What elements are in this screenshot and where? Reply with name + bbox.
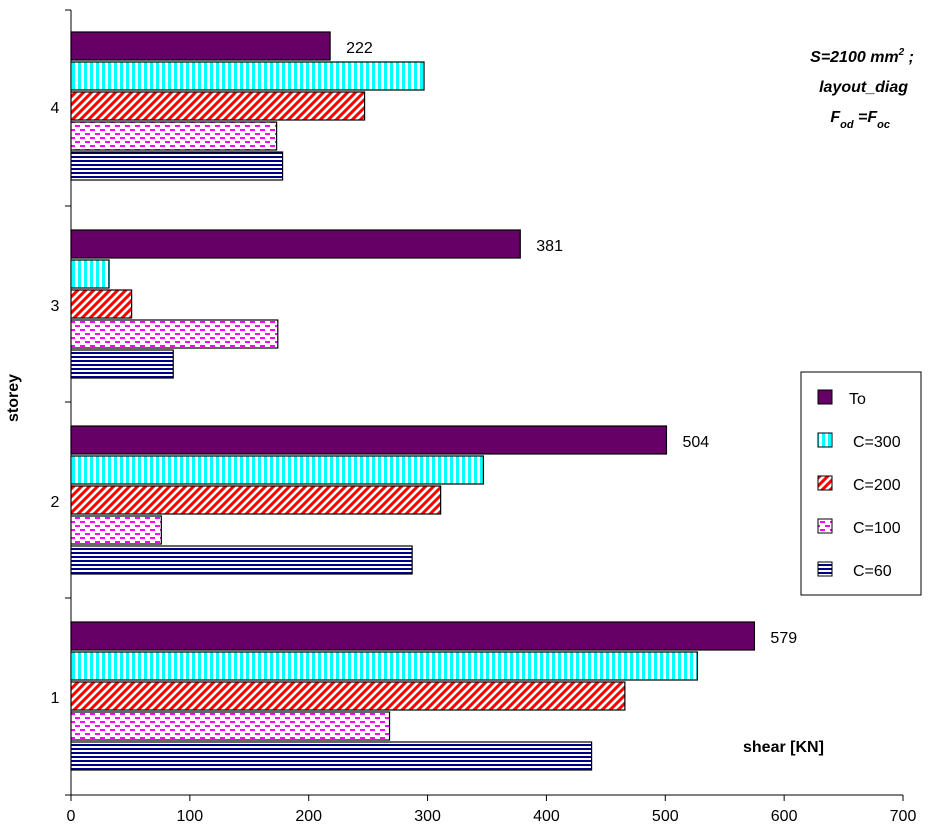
legend-swatch bbox=[817, 561, 833, 577]
data-label-storey-1: 579 bbox=[770, 630, 797, 647]
bar-c60-storey-2 bbox=[70, 545, 413, 575]
y-tick-label: 3 bbox=[51, 298, 60, 315]
x-tick-label: 100 bbox=[177, 808, 204, 825]
annotation-line3: Fod =Foc bbox=[830, 109, 890, 131]
bar-c300-storey-1 bbox=[70, 651, 698, 681]
legend-label: C=60 bbox=[853, 563, 892, 580]
y-axis-title: storey bbox=[5, 374, 22, 422]
bar-to-storey-4 bbox=[70, 31, 331, 61]
x-tick-label: 400 bbox=[533, 808, 560, 825]
bar-to-storey-1 bbox=[70, 621, 756, 651]
bar-c60-storey-4 bbox=[70, 151, 284, 181]
x-tick-label: 700 bbox=[890, 808, 917, 825]
bar-c100-storey-3 bbox=[70, 319, 279, 349]
bar-c300-storey-2 bbox=[70, 455, 485, 485]
x-tick-label: 300 bbox=[414, 808, 441, 825]
data-label-storey-4: 222 bbox=[346, 40, 373, 57]
annotation: S=2100 mm2 ; layout_diag Fod =Foc bbox=[810, 47, 914, 131]
bar-to-storey-2 bbox=[70, 425, 668, 455]
legend-label: To bbox=[849, 391, 866, 408]
legend-label: C=100 bbox=[853, 520, 901, 537]
legend-label: C=200 bbox=[853, 477, 901, 494]
bar-to-storey-3 bbox=[70, 229, 521, 259]
annotation-line2: layout_diag bbox=[819, 79, 908, 96]
legend-label: C=300 bbox=[853, 434, 901, 451]
x-tick-label: 0 bbox=[67, 808, 76, 825]
x-tick-label: 600 bbox=[771, 808, 798, 825]
y-ticks: 1 2 3 4 bbox=[51, 9, 71, 796]
bar-c200-storey-3 bbox=[70, 289, 133, 319]
legend: To C=300 C=200 C=100 C=60 bbox=[800, 371, 922, 596]
legend-swatch bbox=[817, 475, 833, 491]
bar-c200-storey-4 bbox=[70, 91, 366, 121]
bar-c100-storey-2 bbox=[70, 515, 162, 545]
bar-c60-storey-1 bbox=[70, 741, 593, 771]
x-ticks: 0 100 200 300 400 500 600 700 bbox=[67, 795, 917, 825]
bar-c300-storey-4 bbox=[70, 61, 425, 91]
bar-c100-storey-1 bbox=[70, 711, 391, 741]
y-tick-label: 2 bbox=[51, 494, 60, 511]
x-tick-label: 500 bbox=[652, 808, 679, 825]
data-labels: 579 504 381 222 bbox=[346, 40, 797, 647]
bar-c300-storey-3 bbox=[70, 259, 110, 289]
bar-c200-storey-1 bbox=[70, 681, 626, 711]
legend-swatch bbox=[817, 432, 833, 448]
bar-c200-storey-2 bbox=[70, 485, 442, 515]
x-axis-title: shear [KN] bbox=[743, 739, 824, 756]
legend-swatch bbox=[817, 389, 833, 405]
bar-c60-storey-3 bbox=[70, 349, 174, 379]
x-tick-label: 200 bbox=[295, 808, 322, 825]
legend-swatch bbox=[817, 518, 833, 534]
annotation-line1: S=2100 mm2 ; bbox=[810, 47, 914, 66]
data-label-storey-2: 504 bbox=[682, 434, 709, 451]
bar-c100-storey-4 bbox=[70, 121, 278, 151]
y-tick-label: 1 bbox=[51, 690, 60, 707]
data-label-storey-3: 381 bbox=[536, 238, 563, 255]
y-tick-label: 4 bbox=[51, 100, 60, 117]
bars bbox=[70, 31, 756, 771]
